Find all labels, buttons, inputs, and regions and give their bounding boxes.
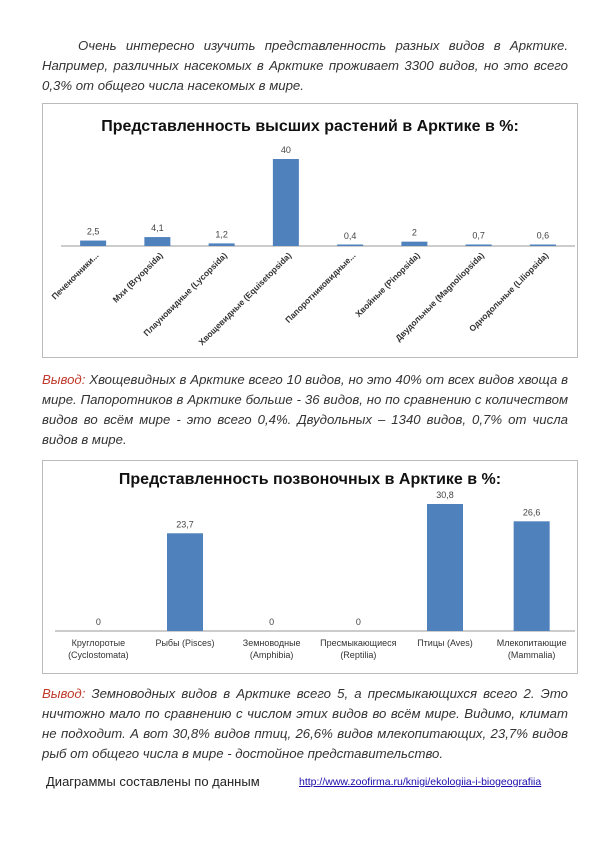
intro-paragraph: Очень интересно изучить представленность… (42, 38, 568, 93)
data-label: 4,1 (151, 223, 164, 233)
conclusion-text: Хвощевидных в Арктике всего 10 видов, но… (42, 372, 568, 447)
source-link[interactable]: http://www.zoofirma.ru/knigi/ekologiia-i… (299, 776, 542, 788)
bar (513, 521, 550, 631)
conclusion-2: Вывод: Земноводных видов в Арктике всего… (42, 684, 568, 764)
chart-title: Представленность высших растений в Аркти… (101, 118, 519, 135)
bar (427, 504, 463, 631)
bar (272, 159, 299, 246)
data-label: 0,6 (537, 231, 550, 241)
category-label: Рыбы (Pisces) (155, 638, 214, 648)
plants-chart: Представленность высших растений в Аркти… (42, 103, 578, 358)
category-label: Земноводные (243, 638, 301, 648)
category-label: Хвойные (Pinopsida) (353, 250, 422, 319)
data-label: 1,2 (215, 229, 228, 239)
data-label: 30,8 (436, 490, 454, 500)
data-label: 0,7 (472, 230, 485, 240)
conclusion-1: Вывод: Хвощевидных в Арктике всего 10 ви… (42, 370, 568, 450)
bar (167, 533, 203, 631)
chart-title: Представленность позвоночных в Арктике в… (118, 471, 502, 488)
bar (337, 244, 364, 246)
bar (529, 244, 556, 246)
data-label: 0,4 (344, 231, 357, 241)
data-label: 2,5 (87, 227, 100, 237)
vertebrates-chart: Представленность позвоночных в Арктике в… (42, 460, 578, 674)
category-label: (Reptilia) (340, 650, 376, 660)
category-label: Круглоротые (72, 638, 126, 648)
data-label: 0 (96, 617, 101, 627)
bar (144, 237, 171, 246)
category-label: (Cyclostomata) (68, 650, 129, 660)
bar (465, 244, 492, 246)
conclusion-label: Вывод: (42, 372, 86, 387)
category-label: Пресмыкающиеся (320, 638, 396, 648)
category-label: Папоротниковидные... (283, 250, 357, 324)
category-label: Птицы (Aves) (417, 638, 473, 648)
data-label: 2 (412, 228, 417, 238)
footer-text: Диаграммы составлены по данным (46, 774, 260, 789)
conclusion-label: Вывод: (42, 686, 86, 701)
bar (401, 241, 428, 246)
category-label: Млекопитающие (497, 638, 567, 648)
category-label: (Mammalia) (508, 650, 556, 660)
category-label: Печеночники... (49, 250, 100, 301)
conclusion-text: Земноводных видов в Арктике всего 5, а п… (42, 686, 568, 761)
bar (80, 240, 107, 246)
vertebrates-chart-plot: 0 Круглоротые (Cyclostomata) 23,7 Рыбы (Pisc… (55, 490, 575, 660)
data-label: 40 (281, 145, 291, 155)
category-label: Мхи (Bryopsida) (111, 250, 165, 304)
data-label: 0 (356, 617, 361, 627)
bar (208, 243, 235, 246)
data-label: 0 (269, 617, 274, 627)
data-label: 26,6 (523, 507, 541, 517)
category-label: (Amphibia) (250, 650, 294, 660)
data-label: 23,7 (176, 519, 194, 529)
